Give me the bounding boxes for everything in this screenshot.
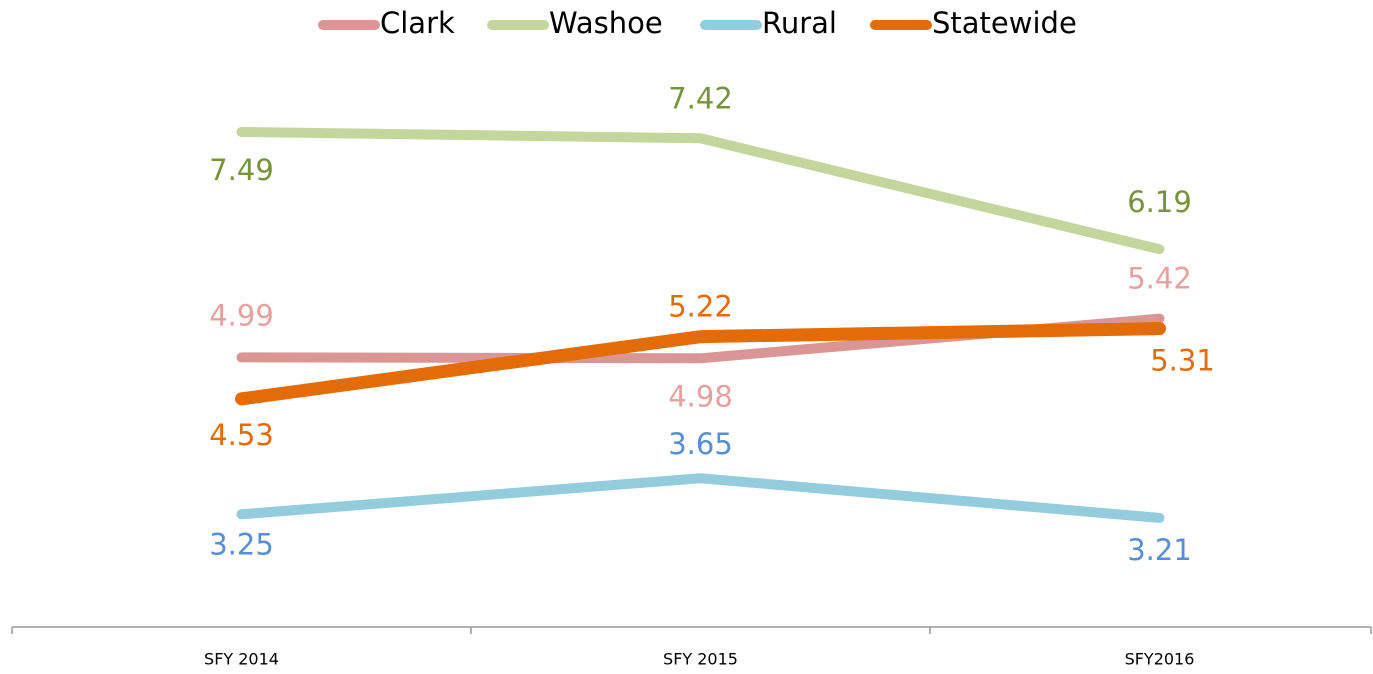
- legend-label: Clark: [380, 6, 455, 40]
- data-label: 5.31: [1150, 344, 1215, 378]
- data-label: 7.42: [668, 81, 733, 115]
- data-label: 5.42: [1127, 262, 1192, 296]
- series-line: [236, 126, 1165, 255]
- x-tick-label: SFY2016: [1125, 650, 1195, 669]
- data-label: 3.25: [209, 527, 274, 561]
- series-line: [236, 473, 1165, 523]
- data-label: 3.21: [1127, 533, 1192, 567]
- data-label: 7.49: [209, 153, 274, 187]
- data-label: 3.65: [668, 427, 733, 461]
- data-label: 4.53: [209, 418, 274, 452]
- data-label: 4.99: [209, 298, 274, 332]
- data-label: 6.19: [1127, 185, 1192, 219]
- legend-label: Rural: [762, 6, 837, 40]
- legend-label: Washoe: [549, 6, 663, 40]
- x-tick-label: SFY 2014: [204, 650, 279, 669]
- legend-label: Statewide: [932, 6, 1077, 40]
- data-label: 4.98: [668, 379, 733, 413]
- x-tick-label: SFY 2015: [663, 650, 738, 669]
- series-line: [235, 322, 1166, 406]
- data-label: 5.22: [668, 290, 733, 324]
